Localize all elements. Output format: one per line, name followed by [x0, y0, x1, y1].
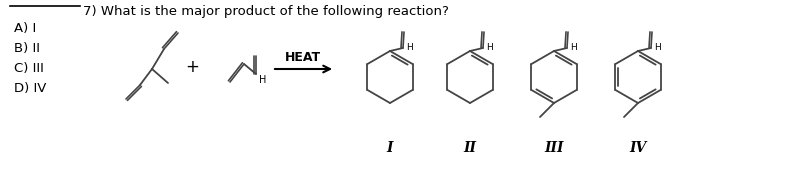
- Text: HEAT: HEAT: [285, 51, 321, 64]
- Text: IV: IV: [630, 141, 647, 155]
- Text: 7) What is the major product of the following reaction?: 7) What is the major product of the foll…: [83, 5, 449, 18]
- Text: H: H: [406, 44, 413, 53]
- Text: H: H: [654, 44, 661, 53]
- Text: H: H: [259, 75, 266, 85]
- Text: C) III: C) III: [14, 62, 44, 75]
- Text: H: H: [486, 44, 493, 53]
- Text: H: H: [570, 44, 577, 53]
- Text: +: +: [185, 58, 199, 76]
- Text: A) I: A) I: [14, 22, 36, 35]
- Text: D) IV: D) IV: [14, 82, 46, 95]
- Text: II: II: [464, 141, 476, 155]
- Text: I: I: [387, 141, 393, 155]
- Text: III: III: [544, 141, 564, 155]
- Text: B) II: B) II: [14, 42, 40, 55]
